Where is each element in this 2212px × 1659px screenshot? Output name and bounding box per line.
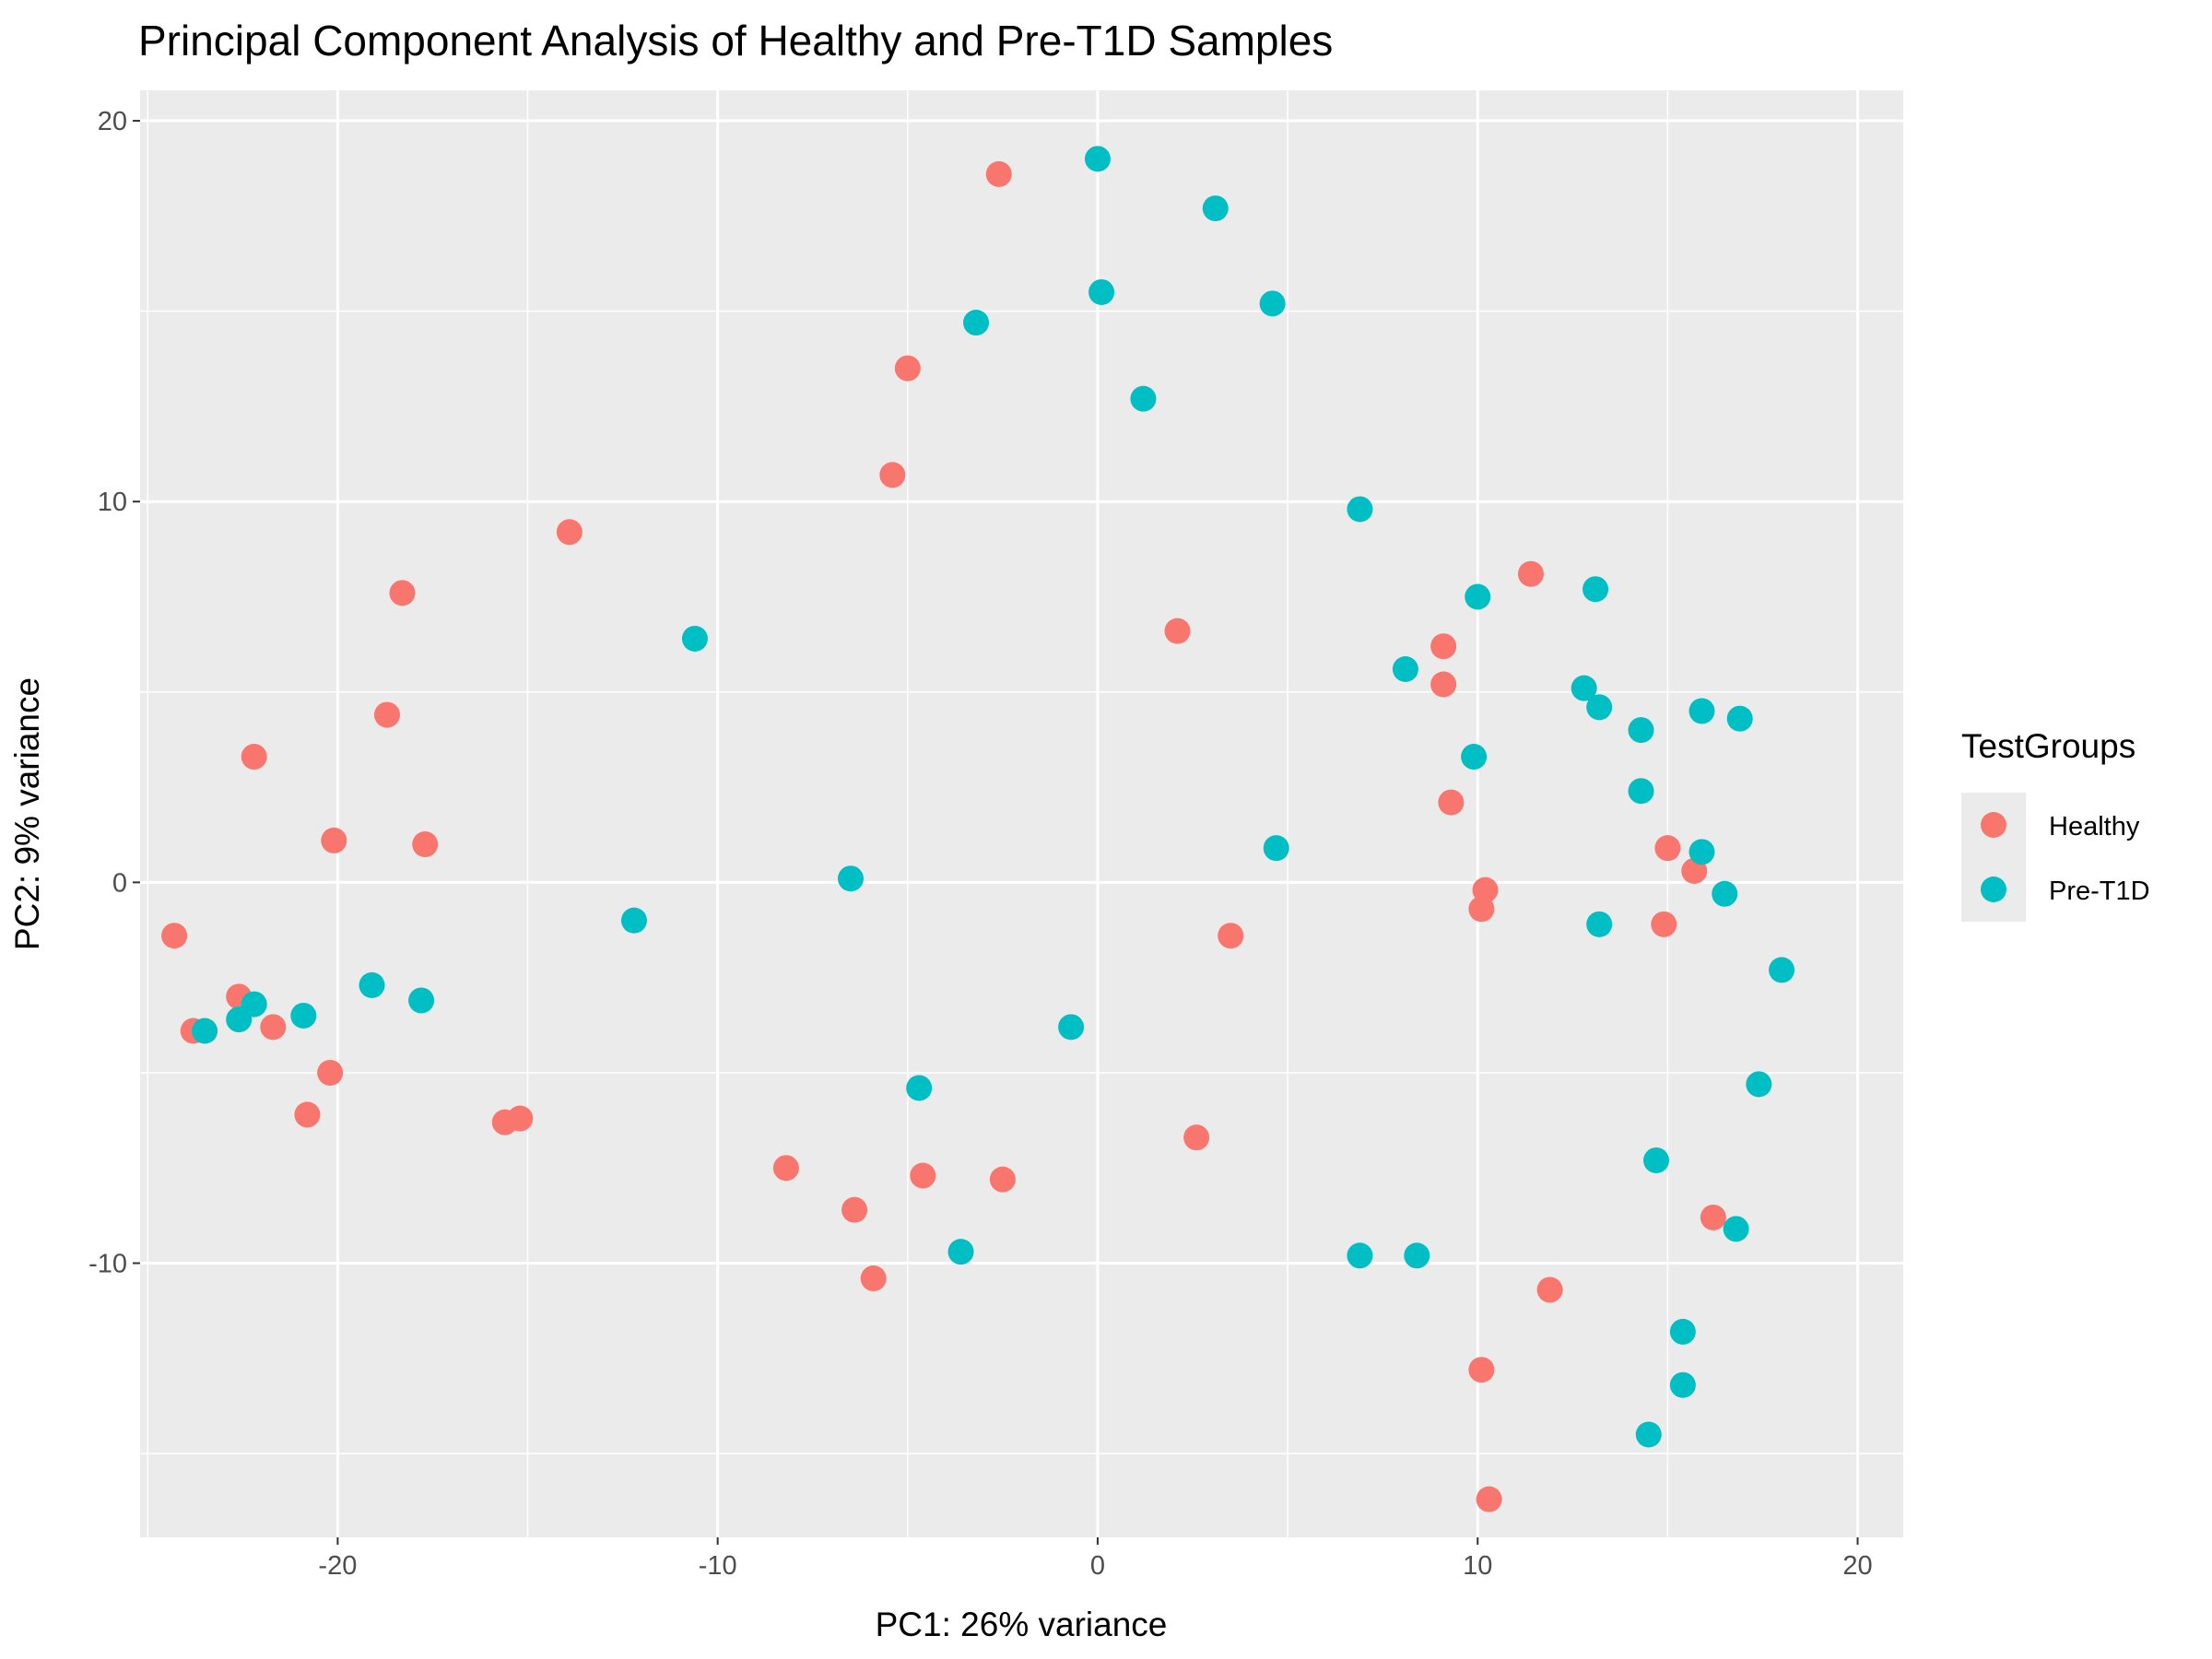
data-point — [860, 1265, 887, 1292]
legend-label: Healthy — [2049, 812, 2140, 841]
data-point — [1263, 835, 1289, 862]
data-point — [1468, 896, 1495, 923]
data-point — [841, 1196, 868, 1223]
data-point — [1746, 1071, 1772, 1098]
x-tick-label: 0 — [1090, 1551, 1105, 1581]
x-tick-label: 10 — [1463, 1551, 1492, 1581]
data-point — [1347, 1242, 1373, 1269]
data-point — [1183, 1124, 1210, 1151]
data-point — [1430, 633, 1457, 660]
x-tick-label: 20 — [1842, 1551, 1872, 1581]
data-point — [226, 1006, 253, 1033]
data-point — [1058, 1014, 1085, 1041]
y-tick-label: -10 — [88, 1250, 127, 1279]
legend-label: Pre-T1D — [2049, 877, 2150, 906]
data-point — [1712, 880, 1738, 907]
data-point — [241, 744, 267, 771]
data-point — [1635, 1421, 1662, 1448]
data-point — [1084, 146, 1111, 172]
data-point — [1651, 911, 1677, 937]
data-point — [1688, 698, 1715, 724]
data-point — [161, 923, 188, 949]
data-point — [290, 1002, 317, 1029]
data-point — [260, 1014, 287, 1041]
data-point — [963, 310, 990, 336]
data-point — [985, 160, 1012, 187]
data-point — [1347, 496, 1373, 523]
data-point — [1586, 694, 1613, 721]
legend-swatch — [1981, 877, 2006, 902]
data-point — [1476, 1486, 1502, 1512]
data-point — [412, 831, 439, 858]
legend-swatch — [1981, 812, 2006, 838]
data-point — [1404, 1242, 1430, 1269]
y-tick-label: 10 — [98, 488, 127, 517]
data-point — [681, 625, 708, 652]
data-point — [1468, 1357, 1495, 1383]
data-point — [1643, 1147, 1670, 1173]
legend-items: Healthy Pre-T1D — [1961, 793, 2150, 922]
data-point — [989, 1166, 1016, 1193]
data-point — [1218, 923, 1244, 949]
x-tick-label: -10 — [699, 1551, 737, 1581]
data-point — [894, 355, 921, 382]
legend: TestGroups Healthy Pre-T1D — [1961, 727, 2150, 922]
data-points — [161, 146, 1795, 1512]
data-point — [1726, 705, 1753, 732]
gridlines — [140, 90, 1903, 1537]
data-point — [620, 907, 647, 934]
data-point — [772, 1155, 799, 1182]
data-point — [1654, 835, 1681, 862]
data-point — [1628, 778, 1654, 805]
data-point — [1723, 1216, 1749, 1242]
data-point — [1164, 618, 1191, 644]
data-point — [1586, 911, 1613, 937]
data-point — [837, 865, 864, 892]
data-point — [1438, 789, 1465, 816]
data-point — [1769, 957, 1795, 983]
data-point — [556, 519, 582, 546]
y-tick-label: 0 — [112, 868, 127, 898]
legend-title: TestGroups — [1961, 727, 2136, 765]
y-axis-title: PC2: 9% variance — [8, 677, 46, 950]
data-point — [1688, 839, 1715, 865]
data-point — [1392, 656, 1418, 682]
plot-panel — [140, 90, 1903, 1537]
data-point — [294, 1101, 321, 1128]
x-axis-title: PC1: 26% variance — [876, 1606, 1168, 1643]
data-point — [1461, 744, 1488, 771]
data-point — [408, 987, 435, 1014]
data-point — [1517, 560, 1544, 587]
data-point — [1430, 671, 1457, 698]
data-point — [1700, 1204, 1726, 1230]
x-tick-label: -20 — [318, 1551, 357, 1581]
series-pre-t1d — [192, 146, 1795, 1448]
data-point — [906, 1075, 933, 1101]
data-point — [1669, 1371, 1696, 1398]
data-point — [1259, 290, 1286, 317]
data-point — [321, 827, 347, 853]
data-point — [1465, 583, 1491, 610]
data-point — [359, 971, 385, 998]
data-point — [507, 1105, 534, 1132]
data-point — [317, 1059, 344, 1086]
data-point — [389, 580, 416, 606]
data-point — [192, 1018, 218, 1044]
data-point — [1088, 278, 1115, 305]
data-point — [879, 462, 906, 488]
data-point — [373, 701, 400, 728]
data-point — [1202, 195, 1229, 222]
axis-ticks: -20 -10 0 10 20 -10 0 10 20 — [88, 107, 1873, 1581]
data-point — [1571, 675, 1597, 701]
data-point — [947, 1239, 974, 1265]
data-point — [1536, 1277, 1563, 1303]
data-point — [910, 1162, 936, 1189]
chart-title: Principal Component Analysis of Healthy … — [138, 17, 1333, 65]
data-point — [1669, 1318, 1696, 1345]
data-point — [1583, 576, 1609, 603]
y-tick-label: 20 — [98, 107, 127, 136]
data-point — [1628, 717, 1654, 744]
data-point — [1130, 385, 1157, 412]
